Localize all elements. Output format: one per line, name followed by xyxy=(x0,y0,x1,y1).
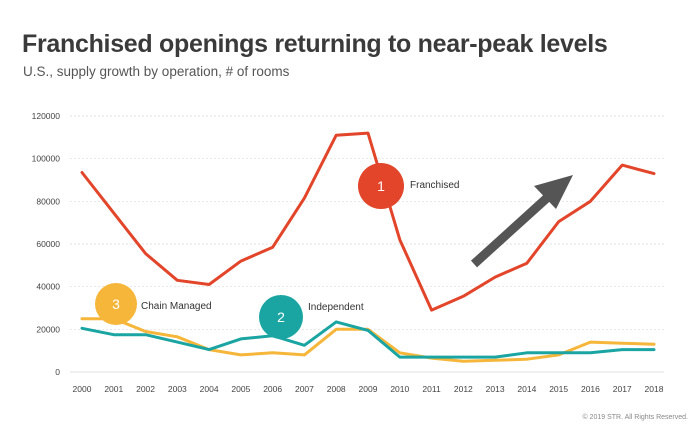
x-tick-label: 2008 xyxy=(327,384,346,394)
independent-line xyxy=(80,320,656,359)
x-axis-ticks: 2000 2001 2002 2003 2004 2005 2006 2007 2008 2009… xyxy=(73,384,664,394)
x-tick-label: 2009 xyxy=(359,384,378,394)
chain-managed-label: Chain Managed xyxy=(141,301,212,312)
y-tick-label: 60000 xyxy=(36,239,60,249)
franchised-badge-circle xyxy=(358,163,404,209)
x-tick-label: 2005 xyxy=(231,384,250,394)
series-lines xyxy=(80,131,656,363)
franchised-line xyxy=(80,131,656,312)
chain-managed-badge-number: 3 xyxy=(112,296,120,312)
x-tick-label: 2013 xyxy=(486,384,505,394)
x-tick-label: 2010 xyxy=(390,384,409,394)
x-tick-label: 2007 xyxy=(295,384,314,394)
y-tick-label: 100000 xyxy=(32,154,61,164)
independent-badge-circle xyxy=(259,295,303,339)
x-tick-label: 2001 xyxy=(104,384,123,394)
x-tick-label: 2004 xyxy=(200,384,219,394)
chart-subtitle: U.S., supply growth by operation, # of r… xyxy=(23,64,290,79)
x-tick-label: 2003 xyxy=(168,384,187,394)
independent-badge-number: 2 xyxy=(277,309,285,325)
y-tick-label: 120000 xyxy=(32,111,61,121)
y-tick-label: 80000 xyxy=(36,196,60,206)
x-tick-label: 2016 xyxy=(581,384,600,394)
independent-label: Independent xyxy=(308,302,364,313)
trend-arrow xyxy=(470,175,573,268)
y-tick-label: 40000 xyxy=(36,282,60,292)
chain-managed-badge-circle xyxy=(95,283,137,325)
x-tick-label: 2002 xyxy=(136,384,155,394)
chain-managed-badge: 3 Chain Managed xyxy=(95,283,212,325)
y-axis-ticks: 0 20000 40000 60000 80000 100000 120000 xyxy=(32,111,61,377)
franchised-badge-number: 1 xyxy=(377,178,385,194)
trend-arrow-head xyxy=(534,175,573,209)
trend-arrow-shaft xyxy=(470,193,552,268)
independent-badge: 2 Independent xyxy=(259,295,364,339)
x-tick-label: 2012 xyxy=(454,384,473,394)
copyright-notice: © 2019 STR. All Rights Reserved. xyxy=(582,414,688,421)
x-tick-label: 2015 xyxy=(549,384,568,394)
x-tick-label: 2018 xyxy=(645,384,664,394)
chart-title: Franchised openings returning to near-pe… xyxy=(22,30,608,58)
y-tick-label: 0 xyxy=(55,367,60,377)
franchised-badge: 1 Franchised xyxy=(358,163,459,209)
franchised-label: Franchised xyxy=(410,180,459,191)
x-tick-label: 2017 xyxy=(613,384,632,394)
x-tick-label: 2011 xyxy=(422,384,441,394)
x-tick-label: 2006 xyxy=(263,384,282,394)
y-tick-label: 20000 xyxy=(36,324,60,334)
x-tick-label: 2014 xyxy=(517,384,536,394)
x-tick-label: 2000 xyxy=(73,384,92,394)
